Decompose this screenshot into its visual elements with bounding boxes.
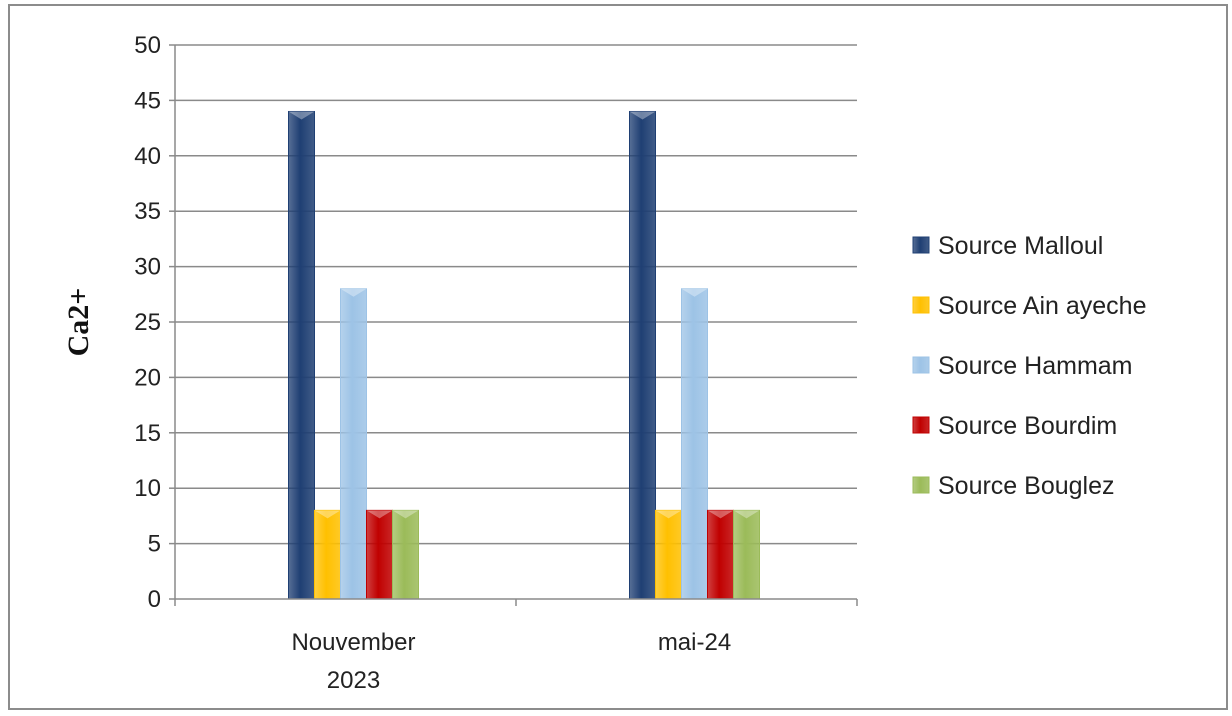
bar-bevel bbox=[707, 510, 734, 519]
legend-entry: Source Bourdim bbox=[938, 412, 1117, 440]
y-tick-label: 25 bbox=[134, 309, 161, 336]
y-tick-label: 20 bbox=[134, 364, 161, 391]
bar bbox=[655, 509, 682, 600]
bar bbox=[392, 509, 419, 600]
chart-frame bbox=[8, 4, 1228, 710]
legend-entry: Source Ain ayeche bbox=[938, 292, 1146, 320]
legend-swatch bbox=[912, 236, 930, 254]
bar bbox=[681, 288, 708, 600]
y-tick-label: 45 bbox=[134, 87, 161, 114]
bar-bevel bbox=[681, 288, 708, 297]
bar-bevel bbox=[340, 288, 367, 297]
y-tick-label: 0 bbox=[148, 586, 161, 613]
legend-swatch bbox=[912, 476, 930, 494]
bar bbox=[707, 509, 734, 600]
y-tick-label: 10 bbox=[134, 475, 161, 502]
legend-entry: Source Bouglez bbox=[938, 472, 1115, 500]
y-tick-label: 40 bbox=[134, 143, 161, 170]
y-axis-tick-labels: 0 5 10 15 20 25 30 35 40 45 50 bbox=[134, 32, 161, 613]
x-category-label: Nouvember 2023 bbox=[291, 629, 415, 694]
y-tick-label: 30 bbox=[134, 254, 161, 281]
y-tick-label: 15 bbox=[134, 420, 161, 447]
bar bbox=[629, 110, 656, 600]
bar bbox=[314, 509, 341, 600]
legend: Source Malloul Source Ain ayeche Source Ha… bbox=[912, 232, 1146, 500]
axes bbox=[174, 45, 858, 606]
bar-bevel bbox=[733, 510, 760, 519]
legend-entry: Source Hammam bbox=[938, 352, 1133, 380]
legend-entry: Source Malloul bbox=[938, 232, 1103, 260]
bar-bevel bbox=[366, 510, 393, 519]
y-axis-title: Ca2+ bbox=[62, 288, 95, 357]
legend-swatch bbox=[912, 416, 930, 434]
bar-bevel bbox=[314, 510, 341, 519]
bar-bevel bbox=[629, 111, 656, 120]
bars bbox=[288, 110, 760, 600]
bar bbox=[733, 509, 760, 600]
legend-swatch bbox=[912, 296, 930, 314]
bar bbox=[288, 110, 315, 600]
y-tick-label: 35 bbox=[134, 198, 161, 225]
x-axis-category-labels: Nouvember 2023 mai-24 bbox=[291, 629, 731, 694]
y-tick-label: 5 bbox=[148, 531, 161, 558]
bar bbox=[366, 509, 393, 600]
bar-bevel bbox=[655, 510, 682, 519]
legend-swatch bbox=[912, 356, 930, 374]
y-tick-label: 50 bbox=[134, 32, 161, 59]
x-category-label: mai-24 bbox=[658, 629, 731, 656]
bar-bevel bbox=[288, 111, 315, 120]
bar-bevel bbox=[392, 510, 419, 519]
bar bbox=[340, 288, 367, 600]
